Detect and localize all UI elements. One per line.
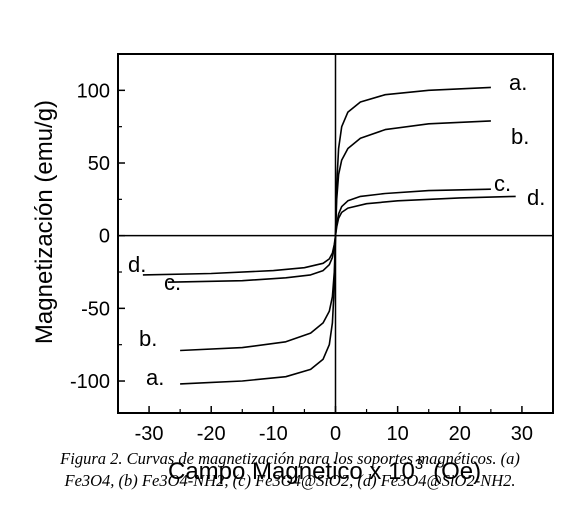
curves [142,86,516,385]
x-axis-title-superscript: 3 [415,456,423,473]
x-tick-label: 30 [511,423,533,445]
x-tick-label: -30 [135,423,164,445]
y-tick-label: 100 [77,80,110,102]
y-tick-label: 50 [88,153,110,175]
y-tick-label: -50 [81,298,110,320]
figure-caption: Figura 2. Curvas de magnetización para l… [0,448,580,492]
caption-line-1: Figura 2. Curvas de magnetización para l… [60,449,520,468]
x-tick-label: 20 [449,423,471,445]
x-axis-title: Campo Magnetico x 103 (Oe) [168,456,481,485]
curve-d [142,195,516,276]
x-tick-label: 0 [330,423,341,445]
x-axis-title-unit: (Oe) [433,458,481,485]
curve-labels: a.a.b.b.c.c.d.d. [128,70,545,390]
y-tick-label: -100 [70,371,110,393]
x-tick-label: 10 [387,423,409,445]
curve-label-c-positive: c. [494,171,511,196]
y-tick-label: 0 [99,226,110,248]
curve-label-d-negative: d. [128,252,146,277]
x-axis-title-main: Campo Magnetico x 10 [168,458,415,485]
curve-label-a-negative: a. [146,365,164,390]
x-tick-label: -20 [197,423,226,445]
curve-label-d-positive: d. [527,185,545,210]
curve-label-b-positive: b. [511,124,529,149]
curve-label-b-negative: b. [139,326,157,351]
caption-line-2: Fe3O4, (b) Fe3O4-NH2, (c) Fe3O4@SiO2, (d… [64,471,516,490]
x-tick-label: -10 [259,423,288,445]
curve-label-a-positive: a. [509,70,527,95]
y-axis-title: Magnetización (emu/g) [31,100,58,344]
curve-label-c-negative: c. [164,270,181,295]
